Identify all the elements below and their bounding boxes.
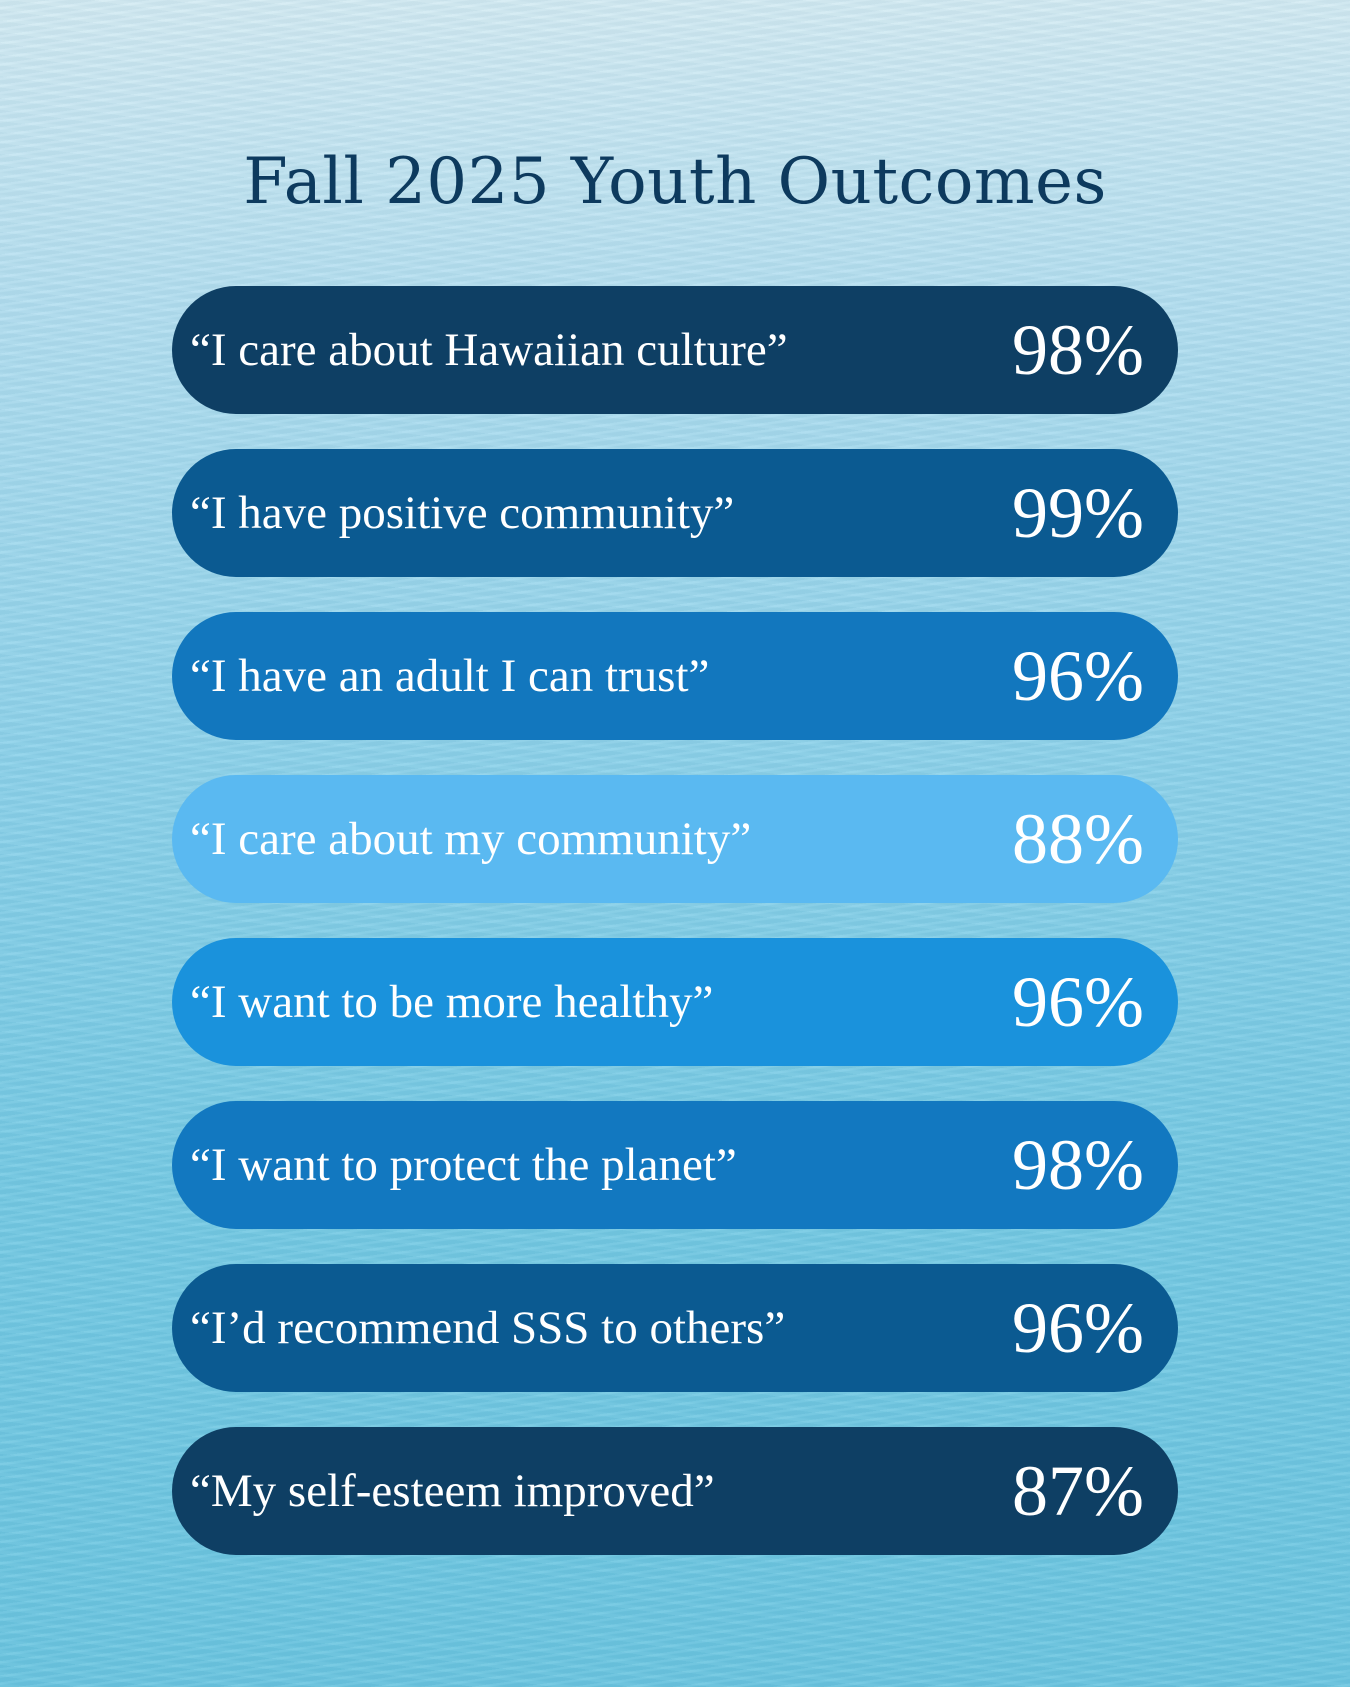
outcome-row-self-esteem[interactable]: “My self-esteem improved” 87% [172,1427,1178,1555]
outcome-percent: 98% [1012,309,1144,390]
outcome-quote: “I want to be more healthy” [190,976,714,1028]
outcome-quote: “I care about my community” [190,813,752,865]
outcome-percent: 98% [1012,1124,1144,1205]
outcome-row-positive-community[interactable]: “I have positive community” 99% [172,449,1178,577]
outcome-list: “I care about Hawaiian culture” 98% “I h… [172,286,1178,1590]
outcome-row-hawaiian-culture[interactable]: “I care about Hawaiian culture” 98% [172,286,1178,414]
outcome-quote: “I want to protect the planet” [190,1139,737,1191]
outcome-row-more-healthy[interactable]: “I want to be more healthy” 96% [172,938,1178,1066]
page-title: Fall 2025 Youth Outcomes [243,145,1107,219]
outcome-row-protect-planet[interactable]: “I want to protect the planet” 98% [172,1101,1178,1229]
outcome-percent: 99% [1012,472,1144,553]
outcome-percent: 87% [1012,1450,1144,1531]
outcome-quote: “I have an adult I can trust” [190,650,710,702]
outcome-percent: 96% [1012,961,1144,1042]
outcome-percent: 88% [1012,798,1144,879]
outcome-row-trusted-adult[interactable]: “I have an adult I can trust” 96% [172,612,1178,740]
outcome-quote: “My self-esteem improved” [190,1465,715,1517]
outcome-quote: “I have positive community” [190,487,735,539]
outcome-quote: “I care about Hawaiian culture” [190,324,788,376]
outcome-percent: 96% [1012,1287,1144,1368]
outcome-row-care-community[interactable]: “I care about my community” 88% [172,775,1178,903]
outcome-quote: “I’d recommend SSS to others” [190,1302,786,1354]
outcome-row-recommend-sss[interactable]: “I’d recommend SSS to others” 96% [172,1264,1178,1392]
outcome-percent: 96% [1012,635,1144,716]
